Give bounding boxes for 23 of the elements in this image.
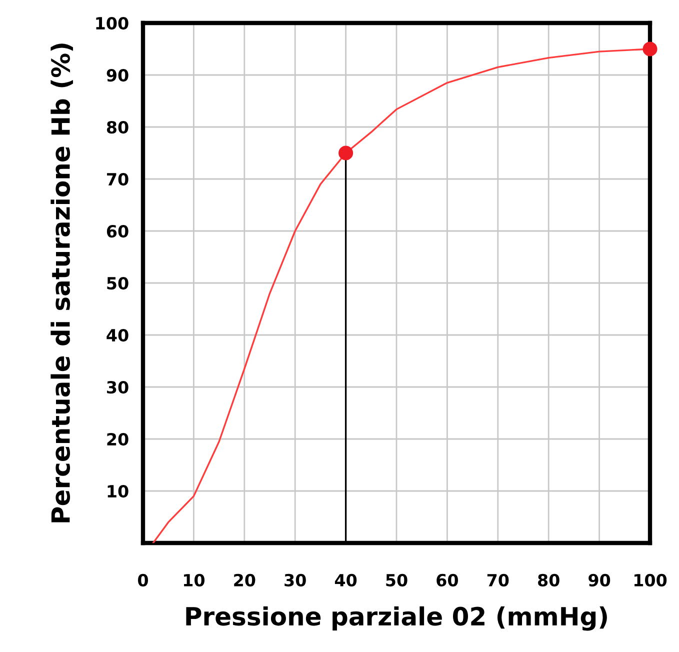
y-tick-label: 50	[107, 276, 128, 290]
x-tick-label: 0	[138, 574, 148, 586]
x-tick-label: 10	[184, 574, 204, 586]
y-tick-label: 40	[106, 328, 128, 342]
y-tick-label: 30	[107, 380, 128, 394]
x-tick-label: 60	[436, 574, 458, 586]
y-tick-label: 10	[108, 484, 128, 498]
x-axis-title: Pressione parziale 02 (mmHg)	[186, 606, 607, 631]
x-tick-label: 30	[284, 574, 306, 586]
x-tick-label: 90	[588, 574, 610, 586]
y-axis-title: Percentuale di saturazione Hb (%)	[50, 44, 73, 522]
x-tick-label: 80	[538, 574, 560, 586]
y-tick-label: 90	[106, 68, 128, 82]
y-tick-label: 60	[106, 224, 128, 238]
x-tick-label: 40	[334, 574, 357, 586]
x-tick-label: 50	[386, 574, 408, 586]
y-tick-label: 20	[107, 432, 128, 446]
y-tick-label: 80	[106, 120, 128, 134]
x-tick-label: 70	[487, 574, 509, 586]
y-tick-label: 100	[96, 16, 128, 30]
x-tick-label: 100	[634, 574, 667, 586]
y-tick-label: 70	[107, 172, 128, 186]
x-tick-label: 20	[234, 574, 256, 586]
